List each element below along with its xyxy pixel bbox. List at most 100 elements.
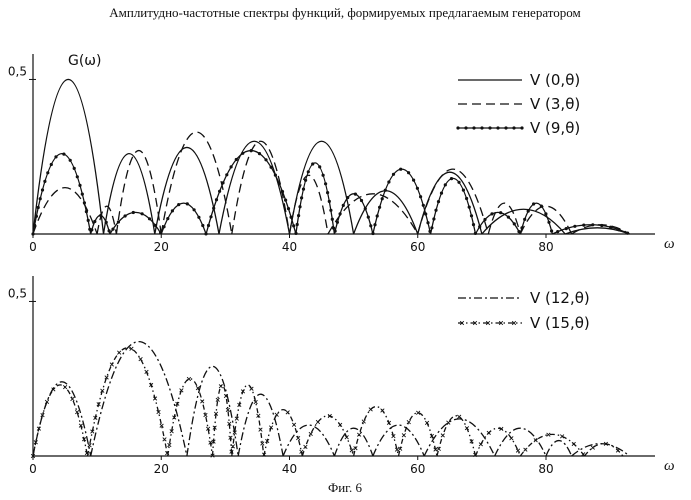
- chart-bottom-series-marker: [219, 384, 223, 388]
- chart-top-series-marker: [342, 204, 345, 207]
- chart-bottom-series-marker: [117, 351, 121, 355]
- chart-top-series-marker: [322, 174, 325, 177]
- chart-bottom-series-line: [33, 342, 629, 456]
- chart-top-series-marker: [470, 214, 473, 217]
- chart-top-series-marker: [478, 225, 481, 228]
- chart-top-series-marker: [193, 208, 196, 211]
- chart-top-series-marker: [105, 221, 108, 224]
- chart-top-series-marker: [302, 188, 305, 191]
- chart-top-series-marker: [264, 158, 267, 161]
- chart-top-series-marker: [450, 177, 453, 180]
- chart-top-series-marker: [381, 197, 384, 200]
- chart-top-legend-marker: [488, 126, 491, 129]
- chart-bottom-x-tick-label: 60: [410, 462, 425, 476]
- chart-top-series-marker: [87, 219, 90, 222]
- chart-top-series-marker: [90, 228, 93, 231]
- chart-bottom-legend-label: V (15,θ): [530, 314, 590, 332]
- chart-bottom-y-tick-label: 0,5: [8, 286, 27, 300]
- chart-top-series-marker: [626, 232, 629, 235]
- chart-top-x-tick-label: 20: [154, 240, 169, 254]
- chart-top-series-marker: [392, 173, 395, 176]
- chart-top-series-marker: [132, 211, 135, 214]
- chart-top-series-marker: [474, 232, 477, 235]
- chart-top-series-marker: [565, 227, 568, 230]
- chart-top-series-marker: [46, 171, 49, 174]
- chart-top-series-marker: [544, 212, 547, 215]
- chart-top-series-marker: [230, 165, 233, 168]
- chart-top-series-marker: [591, 223, 594, 226]
- chart-top-series-marker: [360, 199, 363, 202]
- chart-bottom-series-marker: [591, 446, 595, 450]
- chart-top-series-marker: [465, 197, 468, 200]
- chart-bottom-series-marker: [200, 400, 204, 404]
- chart-top-legend-marker: [472, 126, 475, 129]
- chart-bottom-series-marker: [572, 442, 576, 446]
- chart-top-series-marker: [76, 175, 79, 178]
- chart-bottom-series-marker: [226, 408, 230, 412]
- chart-top-series-marker: [296, 223, 299, 226]
- chart-top-x-tick-label: 40: [282, 240, 297, 254]
- chart-bottom-series-marker: [616, 449, 620, 453]
- chart-top-series-marker: [328, 200, 331, 203]
- chart-top-series-marker: [41, 188, 44, 191]
- chart-top-series-marker: [540, 205, 543, 208]
- chart-top-series-marker: [329, 209, 332, 212]
- chart-top-series-marker: [550, 229, 553, 232]
- chart-top-series-marker: [556, 230, 559, 233]
- chart-top-series-marker: [311, 162, 314, 165]
- chart-top-series-marker: [287, 207, 290, 210]
- chart-top-series-marker: [520, 226, 523, 229]
- chart-top-series-marker: [270, 166, 273, 169]
- chart-top-series-marker: [367, 216, 370, 219]
- chart-top-series-marker: [212, 207, 215, 210]
- chart-top-legend: V (0,θ)V (3,θ)V (9,θ): [456, 71, 580, 137]
- chart-top-series-marker: [334, 230, 337, 233]
- chart-bottom-x-tick-label: 20: [154, 462, 169, 476]
- chart-top-series-marker: [177, 203, 180, 206]
- chart-top-series-marker: [422, 204, 425, 207]
- chart-top-series-marker: [204, 232, 207, 235]
- chart-top-series-marker: [281, 190, 284, 193]
- chart-top-series-marker: [292, 224, 295, 227]
- chart-top-legend-marker: [456, 126, 459, 129]
- chart-bottom-legend-label: V (12,θ): [530, 289, 590, 307]
- chart-bottom-series-marker: [381, 409, 385, 413]
- chart-top-series-marker: [235, 158, 238, 161]
- chart-top-series-marker: [297, 214, 300, 217]
- chart-top-series-marker: [197, 216, 200, 219]
- chart-top-series-marker: [399, 168, 402, 171]
- chart-top-legend-marker: [504, 126, 507, 129]
- chart-top-series-marker: [124, 214, 127, 217]
- chart-top-series-marker: [209, 215, 212, 218]
- chart-bottom-series-marker: [516, 449, 520, 453]
- chart-bottom-series-marker: [487, 431, 491, 435]
- chart-top-series-marker: [483, 218, 486, 221]
- chart-bottom-series-marker: [338, 423, 342, 427]
- chart-bottom-series-marker: [63, 385, 67, 389]
- chart-top-series-marker: [69, 159, 72, 162]
- chart-top-series-marker: [166, 217, 169, 220]
- chart-top-series-marker: [332, 227, 335, 230]
- chart-top-series-marker: [513, 222, 516, 225]
- chart-top-series-marker: [83, 201, 86, 204]
- chart-top-series-marker: [430, 226, 433, 229]
- chart-top-series-marker: [218, 190, 221, 193]
- chart-top-series-marker: [159, 231, 162, 234]
- chart-top-series-marker: [331, 218, 334, 221]
- chart-top-series-marker: [407, 171, 410, 174]
- chart-top-series-marker: [284, 199, 287, 202]
- chart-top-series-marker: [318, 165, 321, 168]
- chart-bottom-series-marker: [163, 438, 167, 442]
- chart-top-series-marker: [424, 212, 427, 215]
- chart-top-series-marker: [336, 221, 339, 224]
- chart-top-y-axis-label: G(ω): [68, 53, 102, 69]
- chart-top-series-marker: [250, 149, 253, 152]
- spectra-figure: Амплитудно-частотные спектры функций, фо…: [0, 0, 691, 500]
- chart-top-series-marker: [278, 182, 281, 185]
- chart-top-series-marker: [117, 220, 120, 223]
- chart-top-series-marker: [31, 232, 34, 235]
- figure-caption: Фиг. 6: [328, 480, 363, 495]
- chart-top-series-marker: [416, 187, 419, 190]
- chart-top-series-marker: [378, 206, 381, 209]
- chart-top-series-marker: [78, 184, 81, 187]
